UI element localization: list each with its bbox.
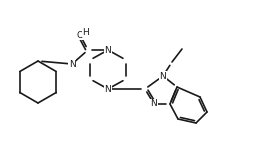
Text: H: H — [83, 28, 89, 37]
Text: N: N — [160, 71, 166, 80]
Text: O: O — [77, 31, 84, 40]
Text: N: N — [69, 59, 75, 68]
Text: N: N — [151, 100, 157, 109]
Text: N: N — [105, 45, 111, 54]
Text: N: N — [105, 85, 111, 94]
